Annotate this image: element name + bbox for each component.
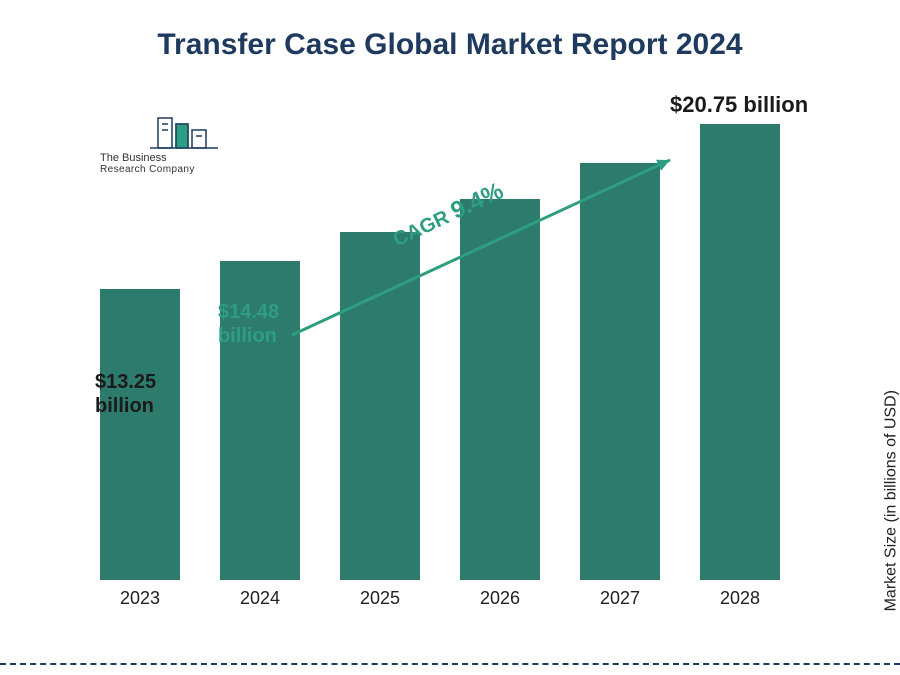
bottom-divider bbox=[0, 663, 900, 665]
callout-1: $14.48billion bbox=[218, 300, 279, 348]
callout-0: $13.25billion bbox=[95, 370, 156, 418]
callout-2: $20.75 billion bbox=[670, 92, 808, 118]
